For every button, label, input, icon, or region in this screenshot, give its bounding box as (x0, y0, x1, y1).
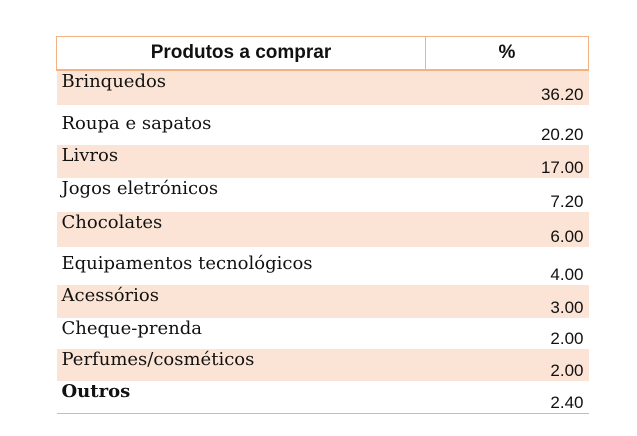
table-row: Roupa e sapatos 20.20 (57, 105, 589, 145)
product-name: Livros (56, 145, 426, 178)
table-row: Jogos eletrónicos 7.20 (57, 178, 589, 212)
product-name: Outros (56, 381, 426, 414)
header-products: Produtos a comprar (56, 36, 426, 71)
product-name: Roupa e sapatos (61, 113, 212, 134)
product-name: Equipamentos tecnológicos (61, 253, 313, 274)
product-percent: 36.20 (425, 70, 589, 105)
product-percent: 6.00 (425, 212, 589, 247)
product-percent: 2.00 (425, 349, 589, 381)
product-percent: 20.20 (540, 125, 584, 144)
table-row: Equipamentos tecnológicos 4.00 (57, 247, 589, 285)
product-percent: 7.20 (550, 192, 584, 211)
product-name: Cheque-prenda (61, 318, 203, 339)
table-row: Livros 17.00 (56, 145, 589, 178)
table-row: Chocolates 6.00 (56, 212, 589, 247)
table-row: Acessórios 3.00 (56, 285, 589, 318)
shopping-products-table: Produtos a comprar % Brinquedos 36.20 Ro… (56, 36, 589, 414)
product-percent: 2.00 (550, 329, 584, 348)
product-name: Chocolates (56, 212, 426, 247)
product-percent: 17.00 (425, 145, 589, 178)
product-percent: 3.00 (425, 285, 589, 318)
product-percent: 4.00 (550, 265, 584, 284)
product-name: Perfumes/cosméticos (56, 349, 426, 381)
product-name: Brinquedos (56, 70, 426, 105)
product-name: Acessórios (56, 285, 426, 318)
product-percent: 2.40 (425, 381, 589, 414)
table-row: Cheque-prenda 2.00 (57, 318, 589, 349)
product-name: Jogos eletrónicos (61, 178, 219, 199)
table-header-row: Produtos a comprar % (56, 36, 589, 71)
table-row: Perfumes/cosméticos 2.00 (56, 349, 589, 381)
table-row: Outros 2.40 (56, 381, 589, 414)
header-percent: % (425, 36, 589, 71)
table-row: Brinquedos 36.20 (56, 70, 589, 105)
